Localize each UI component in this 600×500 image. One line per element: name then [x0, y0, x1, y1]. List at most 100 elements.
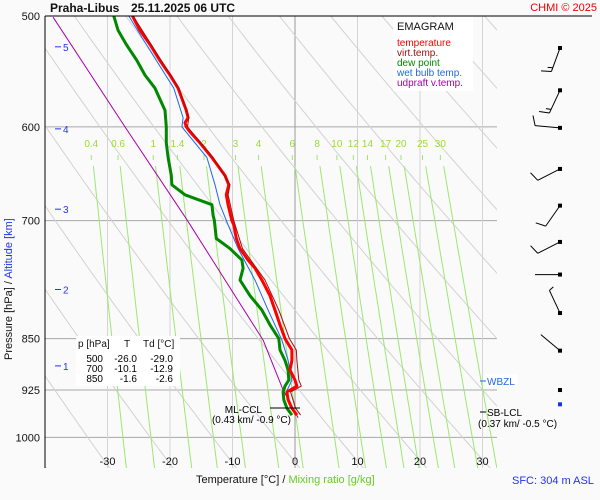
- mixing-ratio-line: [425, 166, 479, 468]
- wind-barb: [540, 45, 562, 72]
- legend-virt-temp: virt.temp.: [397, 48, 438, 59]
- mixing-ratio-tick-label: 6: [290, 139, 296, 150]
- table-cell: 500: [86, 354, 103, 365]
- altitude-axis: 5 4 3 2 1: [55, 43, 69, 373]
- wind-station-dot: [558, 203, 562, 208]
- wind-barb-staff: [550, 47, 561, 72]
- mixing-ratio-line: [237, 166, 280, 468]
- mixing-ratio-tick-label: 1: [150, 139, 156, 150]
- table-cell: -10.1: [114, 364, 137, 375]
- dry-adiabat: [73, 16, 428, 468]
- dry-adiabat: [45, 204, 237, 468]
- table-cell: -26.0: [114, 354, 137, 365]
- ml-ccl-annotation: ML-CCL (0.43 km/ -0.9 °C): [212, 405, 300, 426]
- mixing-ratio-line: [355, 166, 405, 468]
- dry-adiabat: [278, 16, 497, 274]
- mixing-ratio-tick-label: 17: [380, 139, 392, 150]
- table-header-td: Td [°C]: [143, 339, 174, 350]
- wind-barb-staff: [540, 334, 561, 352]
- temperature-tick-label: 0: [292, 456, 298, 468]
- temperature-tick-label: -30: [100, 456, 116, 468]
- wind-station-dot: [558, 125, 562, 130]
- mixing-ratio-tick-label: 10: [331, 139, 343, 150]
- legend-title: EMAGRAM: [397, 21, 454, 33]
- wind-station-dot: [558, 402, 562, 407]
- wind-barb: [548, 286, 562, 316]
- temperature-tick-label: -10: [225, 456, 241, 468]
- mixing-ratio-tick-label: 12: [348, 139, 360, 150]
- table-cell: -12.9: [150, 364, 173, 375]
- legend-wet-bulb: wet bulb temp.: [396, 68, 462, 79]
- wind-station-dot: [558, 272, 562, 277]
- mixing-ratio-line: [339, 166, 387, 468]
- wind-barb-flag: [530, 172, 539, 181]
- wind-barb: [535, 272, 562, 277]
- altitude-label: Altitude [km]: [3, 218, 15, 279]
- temperature-tick-label: 10: [351, 456, 363, 468]
- wind-barb-staff: [537, 168, 561, 181]
- altitude-tick-label: 1: [63, 362, 69, 373]
- table-cell: -2.6: [156, 374, 174, 385]
- sb-lcl-detail: (0.37 km/ -0.5 °C): [478, 419, 557, 430]
- legend-dew-point: dew point: [397, 58, 440, 69]
- pressure-tick-label: 600: [22, 122, 40, 134]
- table-header-t: T: [124, 339, 130, 350]
- pressure-axis: 500 600 700 850 925 1000: [16, 11, 40, 444]
- series-virt-temp-line: [132, 16, 302, 416]
- legend-box: [393, 17, 473, 91]
- station-title: Praha-Libus: [50, 1, 120, 15]
- pressure-tick-label: 500: [22, 11, 40, 23]
- mixing-ratio-tick-label: 0.6: [111, 139, 125, 150]
- series-dew-point-line: [112, 16, 294, 416]
- wind-station-dot: [558, 348, 562, 353]
- temperature-tick-label: 20: [414, 456, 426, 468]
- series-udpraft-v-temp-line: [52, 16, 299, 418]
- table-cell: 700: [86, 364, 103, 375]
- wind-barb: [540, 334, 562, 353]
- wind-barb-flag: [530, 245, 539, 254]
- datetime-title: 25.11.2025 06 UTC: [131, 1, 235, 15]
- mixing-ratio-line: [179, 166, 218, 468]
- wind-barb-staff: [548, 290, 561, 314]
- dry-adiabat: [124, 16, 491, 468]
- dry-adiabat: [45, 288, 174, 468]
- level-table: p [hPa] T Td [°C] 500 -26.0 -29.0 700 -1…: [76, 336, 180, 386]
- mixing-ratio-line: [294, 166, 340, 468]
- y-axis-label: Pressure [hPa] / Altitude [km]: [3, 218, 15, 360]
- table-box: [76, 336, 180, 386]
- pressure-tick-label: 925: [22, 385, 40, 397]
- table-cell: -29.0: [150, 354, 173, 365]
- mixing-ratio-line: [403, 166, 456, 468]
- axis-separator: /: [3, 279, 15, 288]
- dry-adiabat: [227, 16, 497, 340]
- axis-separator: /: [279, 474, 288, 486]
- mixing-ratio-line: [443, 166, 497, 468]
- table-cell: -1.6: [120, 374, 138, 385]
- wind-barb-half-flag: [545, 108, 552, 110]
- wind-barb: [539, 88, 562, 114]
- wind-barb: [535, 203, 562, 227]
- wbzl-box: [485, 374, 518, 387]
- pressure-tick-label: 850: [22, 334, 40, 346]
- dry-adiabats: [45, 16, 497, 468]
- wind-barbs: [530, 45, 562, 407]
- wbzl-label: WBZL: [487, 377, 515, 388]
- altitude-tick-label: 5: [63, 43, 69, 54]
- dry-adiabat: [45, 374, 111, 468]
- mixing-ratio-labels: 0.4 0.6 1 1.4 2 3 4 6 8 10 12 14 17 20 25 30: [84, 139, 446, 160]
- wind-station-dot: [558, 45, 562, 50]
- mixing-ratio-label: Mixing ratio [g/kg]: [288, 474, 374, 486]
- wind-barb-staff: [548, 90, 561, 114]
- dry-adiabat: [45, 47, 364, 468]
- dry-adiabat: [330, 16, 497, 211]
- mixing-ratio-tick-label: 1.4: [170, 139, 184, 150]
- wind-barb-staff: [535, 125, 561, 129]
- mixing-ratio-tick-label: 14: [362, 139, 374, 150]
- mixing-ratio-tick-label: 4: [256, 139, 262, 150]
- table-row: 850 -1.6 -2.6: [86, 374, 173, 385]
- wind-barb-staff: [537, 241, 561, 254]
- sb-lcl-annotation: SB-LCL (0.37 km/ -0.5 °C): [478, 408, 557, 430]
- mixing-ratio-line: [388, 166, 439, 468]
